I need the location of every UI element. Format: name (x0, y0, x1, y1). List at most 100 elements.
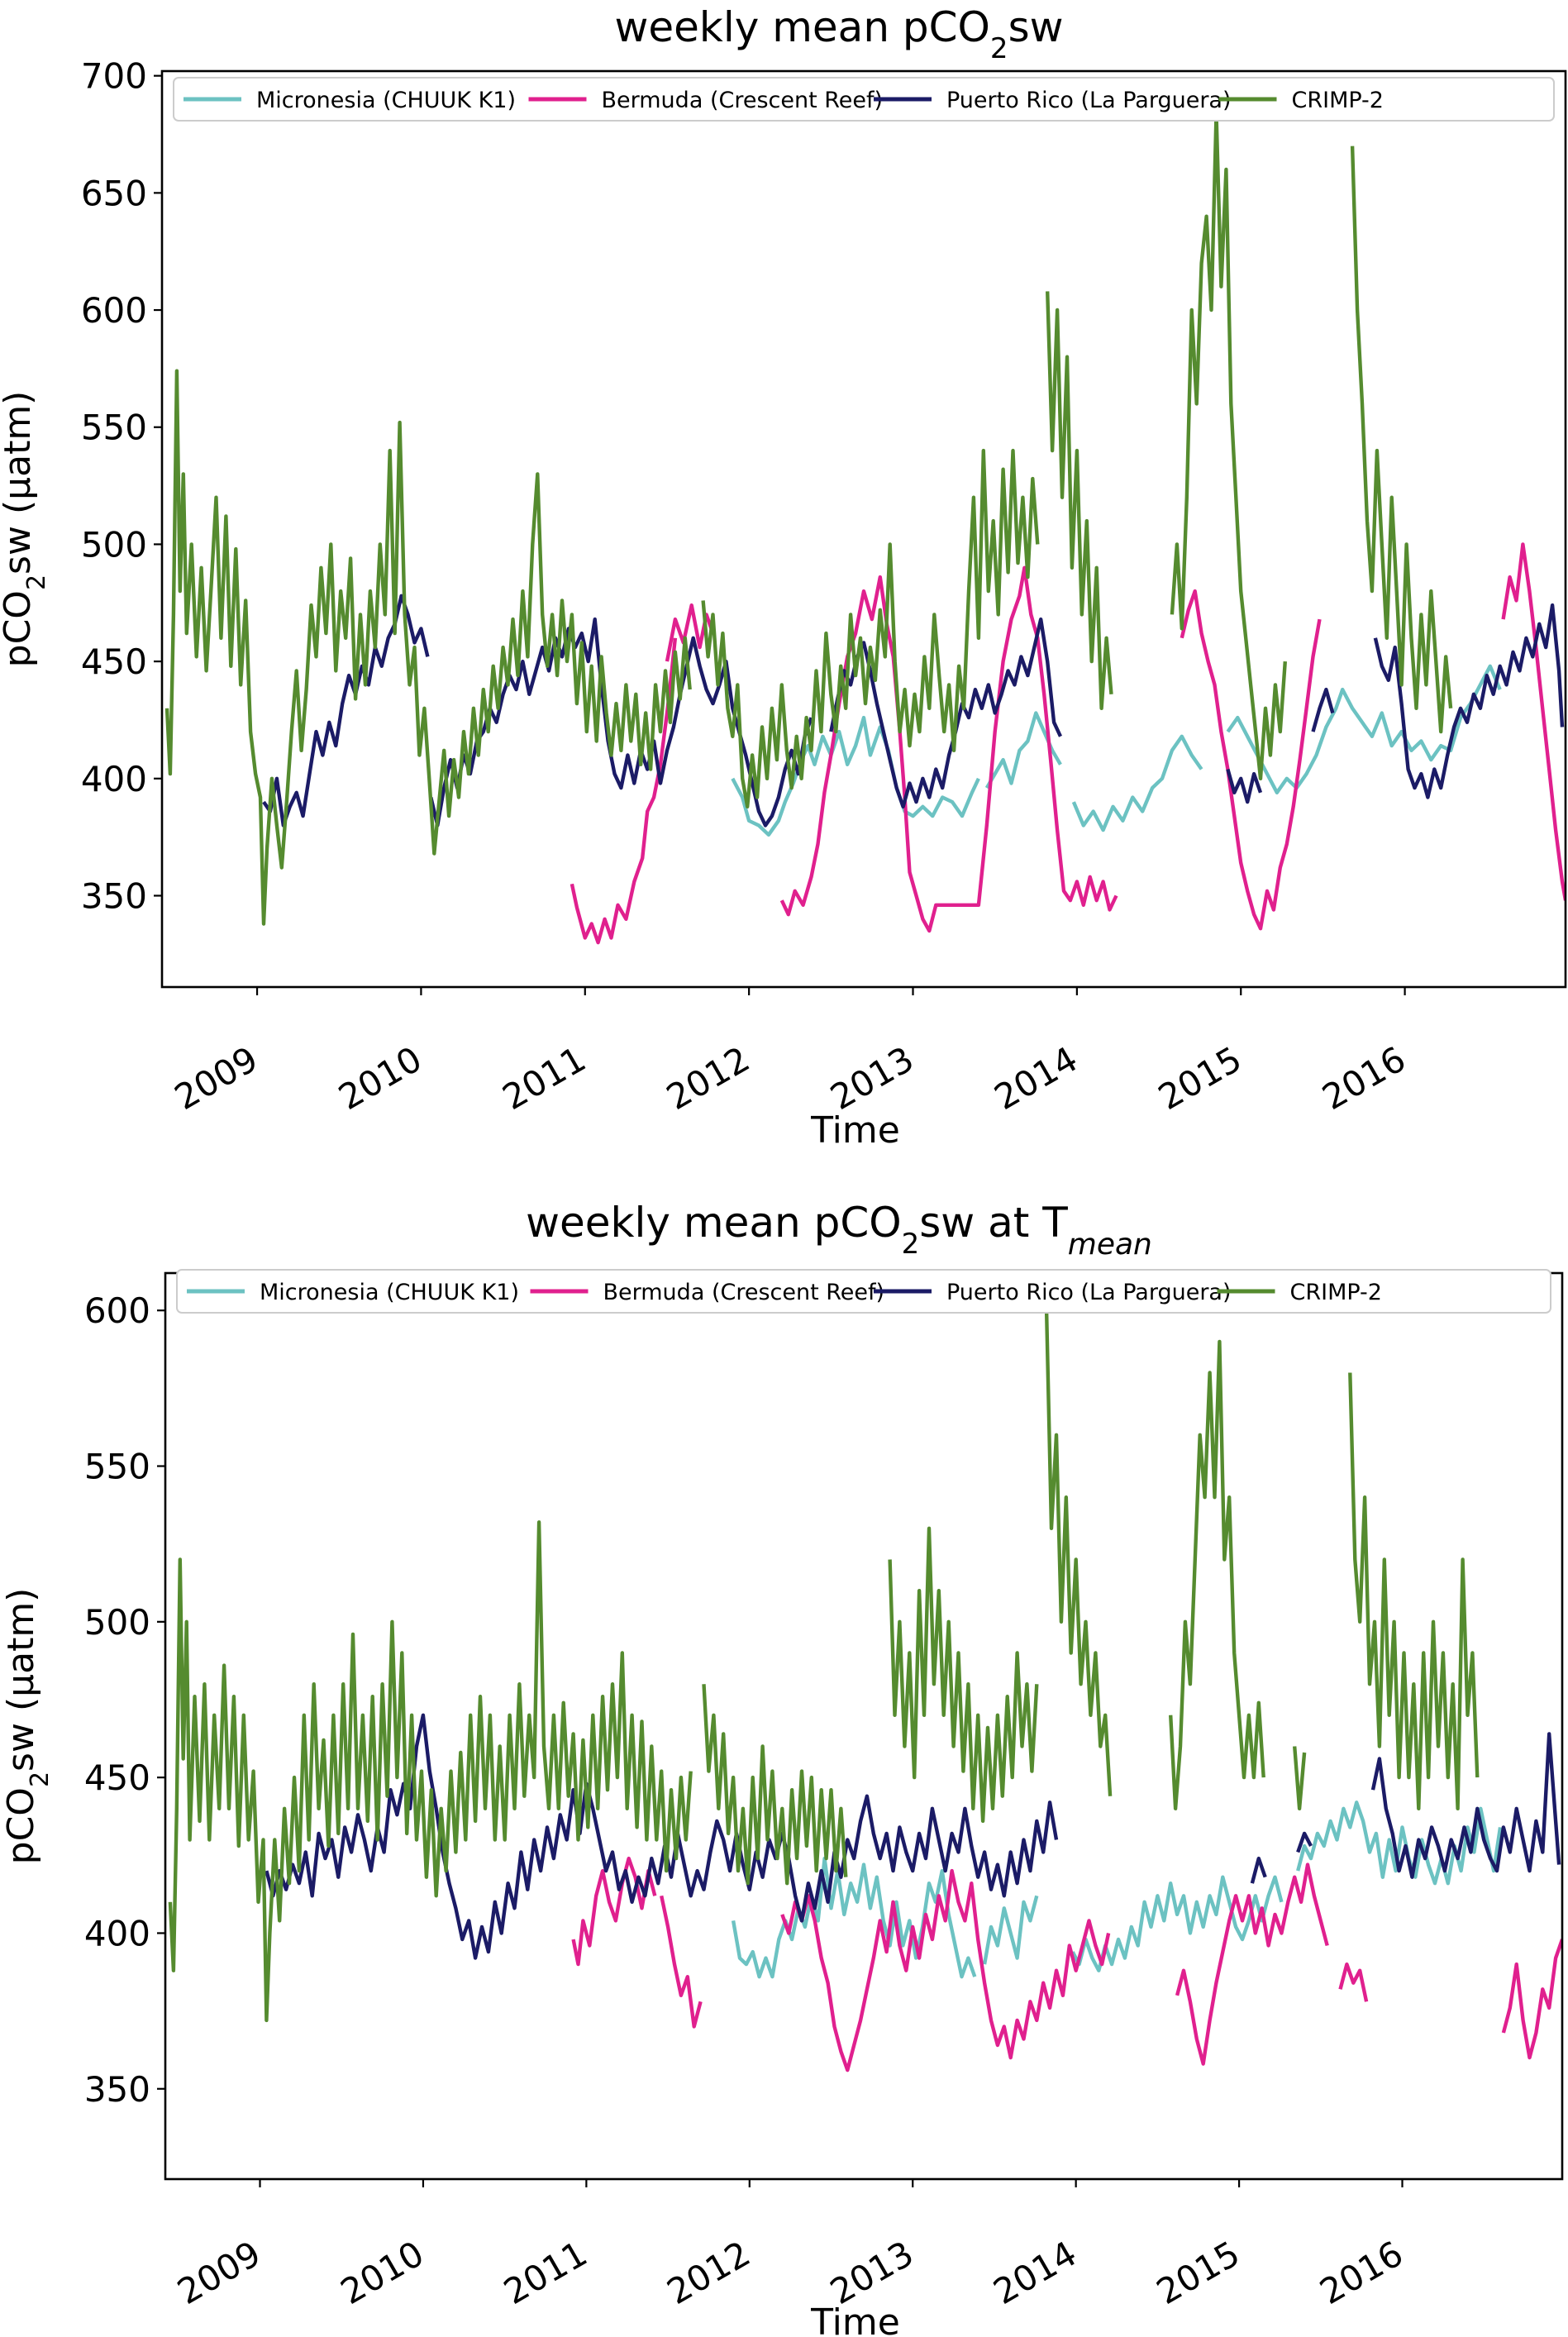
x-tick-label: 2016 (1316, 1038, 1413, 1118)
y-tick-label: 550 (81, 408, 147, 448)
chart-title: weekly mean pCO2sw at Tmean (526, 1199, 1152, 1262)
series-line-segment (1175, 1862, 1329, 2066)
series-line-segment (1350, 145, 1453, 734)
series-line-segment (1169, 1339, 1265, 1810)
legend-label-bermuda: Bermuda (Crescent Reef) (602, 88, 884, 113)
x-tick-label: 2015 (1150, 2233, 1246, 2312)
legend-frame (173, 77, 1555, 122)
series-line-segment (164, 369, 692, 926)
series-line-segment (1370, 1732, 1561, 1879)
series-bermuda (571, 1856, 1562, 2072)
chart-panel-2: weekly mean pCO2sw at Tmean3504004505005… (0, 1199, 1564, 2337)
series-line-segment (779, 565, 1118, 933)
x-tick-label: 2011 (497, 2233, 593, 2312)
chart-title-subscript: 2 (990, 32, 1008, 65)
x-tick-label: 2013 (823, 2233, 920, 2312)
y-axis-label: pCO2sw (µatm) (0, 391, 51, 668)
x-tick-label: 2010 (331, 1038, 428, 1118)
x-tick-label: 2009 (168, 1038, 265, 1118)
series-line-segment (265, 1713, 1059, 1960)
legend: Micronesia (CHUUK K1) Bermuda (Crescent R… (176, 1269, 1551, 1314)
y-tick-label: 700 (81, 56, 147, 97)
chart-title-rest: sw at T (919, 1199, 1068, 1247)
series-line-segment (1296, 1831, 1313, 1853)
chart-title: weekly mean pCO2sw (614, 3, 1063, 65)
series-line-segment (570, 637, 678, 945)
series-line-segment (1373, 603, 1565, 799)
y-axis-label-rest: sw (µatm) (0, 391, 39, 575)
y-tick-label: 600 (84, 1290, 150, 1331)
series-line-segment (1338, 1962, 1369, 2002)
x-tick-label: 2012 (660, 2233, 757, 2312)
y-tick-label: 400 (81, 759, 147, 799)
x-tick-label: 2012 (660, 1038, 756, 1118)
series-crimp2 (164, 111, 1453, 926)
x-tick-label: 2016 (1313, 2233, 1409, 2312)
legend-label-puerto-rico: Puerto Rico (La Parguera) (946, 88, 1232, 113)
x-tick-label: 2013 (823, 1038, 920, 1118)
series-line-segment (1348, 1372, 1480, 1810)
series-line-segment (1226, 664, 1502, 794)
chart-title-rest: sw (1008, 3, 1064, 51)
chart-title-italic: mean (1068, 1228, 1152, 1262)
series-line-segment (1311, 687, 1335, 732)
legend-frame (176, 1269, 1551, 1314)
legend-label-micronesia: Micronesia (CHUUK K1) (260, 1280, 519, 1305)
chart-title-main: weekly mean pCO (526, 1199, 901, 1247)
legend-label-micronesia: Micronesia (CHUUK K1) (256, 88, 516, 113)
series-puerto-rico (265, 1713, 1561, 1960)
chart-title-subscript: 2 (902, 1228, 920, 1261)
series-line-segment (1044, 1310, 1113, 1796)
series-micronesia (731, 1800, 1503, 1979)
legend-label-bermuda: Bermuda (Crescent Reef) (603, 1280, 885, 1305)
series-lines (164, 111, 1566, 945)
series-line-segment (702, 1684, 848, 1886)
y-axis-label: pCO2sw (µatm) (0, 1588, 55, 1865)
x-tick-label: 2011 (496, 1038, 593, 1118)
plot-area-frame (160, 69, 1567, 989)
series-line-segment (982, 1895, 1039, 1965)
series-line-segment (731, 1856, 977, 1979)
y-tick-label: 450 (84, 1758, 150, 1798)
y-axis-label-main: pCO (0, 590, 39, 667)
series-line-segment (665, 603, 715, 662)
series-line-segment (780, 1868, 1111, 2072)
series-line-segment (1501, 1939, 1562, 2060)
legend: Micronesia (CHUUK K1) Bermuda (Crescent R… (173, 77, 1555, 122)
series-line-segment (888, 1526, 1039, 1824)
legend-label-crimp2: CRIMP-2 (1292, 88, 1384, 113)
y-tick-label: 450 (81, 641, 147, 682)
y-axis-label-main: pCO (0, 1787, 42, 1864)
series-lines (168, 1310, 1562, 2072)
x-axis-label: Time (810, 2301, 900, 2337)
x-tick-label: 2014 (988, 1038, 1084, 1118)
series-line-segment (1226, 768, 1263, 804)
y-tick-label: 650 (81, 173, 147, 213)
x-axis-label: Time (810, 1109, 900, 1152)
series-line-segment (262, 594, 430, 827)
y-axis-label-subscript: 2 (22, 575, 51, 590)
y-axis-label-rest: sw (µatm) (0, 1588, 42, 1772)
y-tick-label: 600 (81, 290, 147, 331)
series-line-segment (1046, 291, 1113, 710)
x-tick-label: 2014 (987, 2233, 1084, 2312)
series-line-segment (1501, 542, 1566, 901)
series-line-segment (429, 617, 813, 827)
series-line-segment (1170, 111, 1287, 780)
series-line-segment (1250, 1856, 1267, 1884)
series-line-segment (1071, 734, 1203, 832)
y-tick-label: 500 (84, 1602, 150, 1643)
series-line-segment (1070, 1875, 1284, 1972)
x-tick-label: 2010 (334, 2233, 431, 2312)
chart-panel-1: weekly mean pCO2sw3504004505005506006507… (0, 3, 1567, 1152)
legend-label-crimp2: CRIMP-2 (1290, 1280, 1382, 1305)
series-line-segment (731, 715, 980, 837)
series-line-segment (571, 1856, 657, 1967)
series-micronesia (731, 664, 1502, 837)
chart-title-main: weekly mean pCO (614, 3, 989, 51)
series-line-segment (1180, 589, 1322, 931)
y-axis-label-subscript: 2 (26, 1772, 55, 1787)
series-line-segment (168, 1520, 693, 2023)
y-tick-label: 500 (81, 524, 147, 565)
